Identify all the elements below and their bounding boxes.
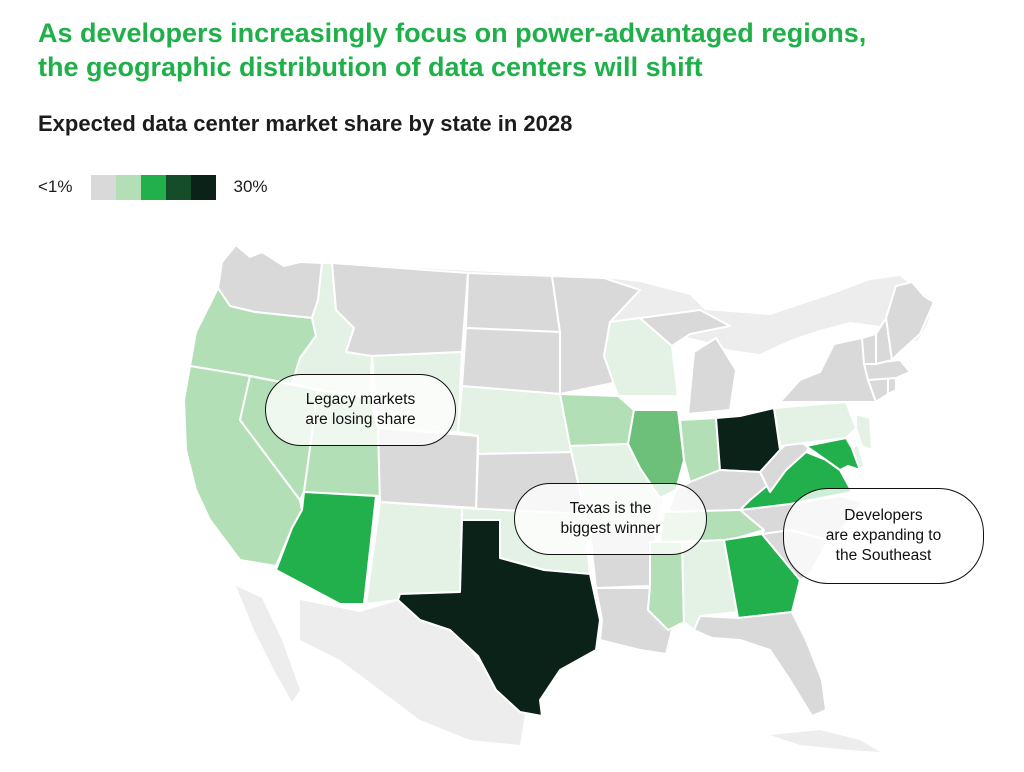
headline: As developers increasingly focus on powe…	[38, 18, 867, 82]
callout-legacy-text: Legacy markets are losing share	[305, 391, 416, 428]
state-arizona	[275, 491, 377, 605]
mexico-outline	[300, 600, 525, 745]
legend-swatch-4	[165, 174, 191, 200]
state-west-virginia	[759, 439, 811, 493]
state-south-dakota	[461, 327, 561, 395]
cuba-outline	[770, 730, 880, 752]
legend-swatch-1	[90, 174, 116, 200]
state-texas	[397, 519, 601, 717]
map-subtitle: Expected data center market share by sta…	[38, 111, 573, 136]
state-montana	[331, 262, 469, 357]
legend-swatch-5	[190, 174, 216, 200]
state-new-york	[779, 337, 877, 403]
baja-outline	[236, 586, 300, 702]
legend-swatch-2	[115, 174, 141, 200]
state-new-jersey	[855, 413, 873, 451]
legend-max-label: 30%	[233, 177, 268, 196]
callout-southeast-text: Developers are expanding to the Southeas…	[825, 507, 942, 564]
state-north-dakota	[465, 272, 561, 333]
state-michigan	[639, 309, 737, 415]
legend-swatch-3	[140, 174, 166, 200]
callout-texas: Texas is the biggest winner	[514, 483, 707, 555]
state-maine	[885, 281, 935, 361]
state-iowa	[559, 393, 635, 447]
legend-min-label: <1%	[38, 177, 73, 196]
state-florida	[693, 611, 827, 717]
callout-southeast: Developers are expanding to the Southeas…	[783, 488, 984, 584]
color-legend: <1% 30%	[38, 174, 268, 200]
callout-legacy-markets: Legacy markets are losing share	[265, 374, 456, 446]
state-vermont	[861, 333, 877, 365]
state-maryland	[805, 437, 861, 471]
state-rhode-island	[887, 377, 897, 395]
state-georgia	[723, 533, 801, 619]
callout-texas-text: Texas is the biggest winner	[560, 500, 661, 537]
state-new-mexico	[365, 501, 463, 605]
state-mississippi	[647, 541, 685, 631]
state-delaware	[851, 443, 865, 471]
